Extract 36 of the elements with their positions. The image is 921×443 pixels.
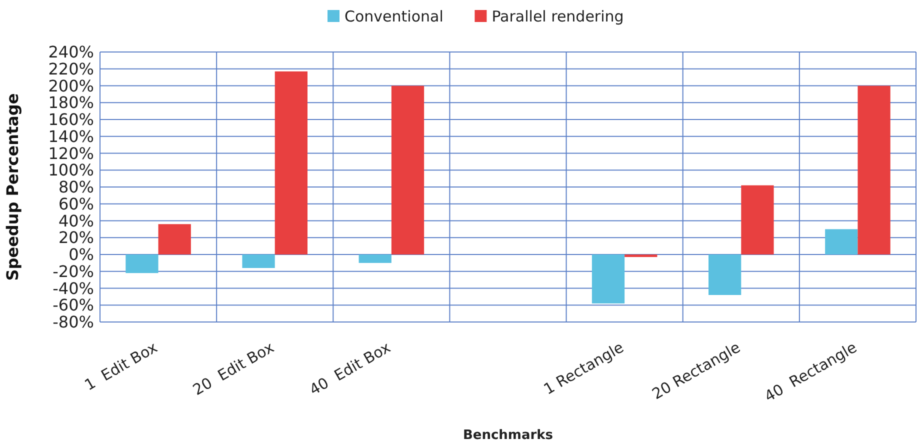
x-tick-label: 20 Edit Box bbox=[190, 338, 278, 400]
x-tick-label: 40 Edit Box bbox=[306, 338, 394, 400]
x-tick-label: 1 Edit Box bbox=[82, 338, 161, 394]
bar bbox=[741, 185, 774, 254]
bar bbox=[158, 224, 191, 254]
y-tick-label: 160% bbox=[48, 110, 94, 130]
bar bbox=[825, 229, 858, 254]
y-tick-label: 80% bbox=[58, 178, 94, 197]
y-tick-label: -20% bbox=[52, 262, 94, 281]
bar bbox=[624, 254, 658, 258]
y-tick-label: -60% bbox=[52, 296, 94, 315]
bar bbox=[358, 254, 392, 263]
bar bbox=[242, 254, 275, 268]
y-tick-label: 120% bbox=[48, 144, 94, 163]
y-axis-title: Speedup Percentage bbox=[3, 93, 22, 281]
y-tick-label: -40% bbox=[52, 278, 94, 298]
y-tick-label: 200% bbox=[48, 76, 94, 96]
y-tick-label: 240% bbox=[48, 42, 94, 62]
bar bbox=[708, 254, 742, 295]
y-tick-label: 20% bbox=[58, 228, 94, 248]
y-tick-label: 140% bbox=[48, 126, 94, 146]
legend-label: Conventional bbox=[344, 7, 444, 26]
y-tick-label: -80% bbox=[52, 312, 94, 332]
y-tick-label: 60% bbox=[58, 194, 94, 214]
y-tick-label: 40% bbox=[58, 211, 94, 230]
y-tick-label: 180% bbox=[48, 93, 94, 112]
bar bbox=[391, 86, 424, 254]
legend-label: Parallel rendering bbox=[492, 7, 624, 26]
y-tick-label: 0% bbox=[68, 245, 94, 264]
y-tick-label: 100% bbox=[48, 160, 94, 180]
bar bbox=[274, 71, 308, 254]
y-tick-label: 220% bbox=[48, 59, 94, 78]
x-axis-title: Benchmarks bbox=[462, 428, 554, 443]
bar bbox=[858, 86, 890, 254]
bar bbox=[126, 254, 158, 274]
bar bbox=[592, 254, 625, 304]
